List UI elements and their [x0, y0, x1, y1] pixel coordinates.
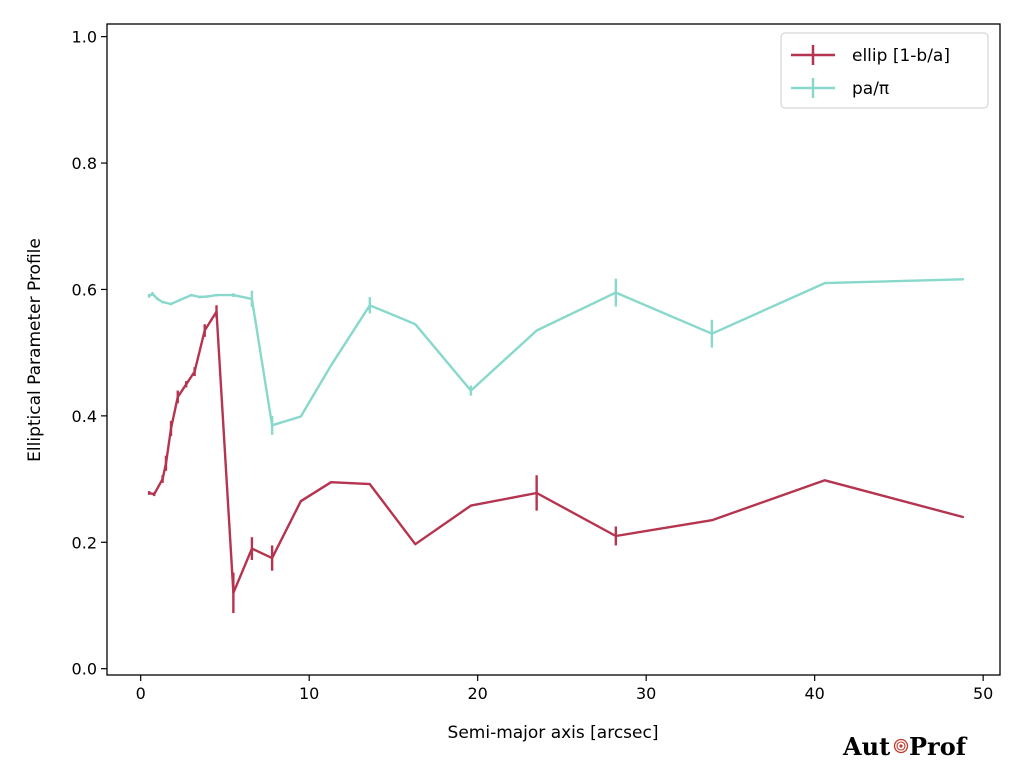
y-tick-label: 0.8 — [72, 154, 97, 173]
plot-area — [147, 278, 965, 614]
legend-label-ellip: ellip [1-b/a] — [852, 46, 950, 66]
legend-label-pa: pa/π — [852, 79, 889, 99]
x-tick-label: 40 — [804, 684, 824, 703]
series-line-1 — [147, 278, 965, 427]
axis-ticks: 0 10 20 30 40 50 0.0 0.2 0.4 0.6 0.8 1.0 — [72, 28, 994, 703]
x-tick-label: 20 — [467, 684, 487, 703]
y-tick-label: 0.0 — [72, 660, 97, 679]
x-axis-label: Semi-major axis [arcsec] — [448, 723, 659, 743]
y-tick-label: 1.0 — [72, 28, 97, 47]
logo-text-left: Aut — [842, 732, 890, 761]
x-tick-label: 30 — [636, 684, 656, 703]
x-tick-label: 0 — [136, 684, 146, 703]
y-tick-label: 0.4 — [72, 407, 97, 426]
y-tick-label: 0.6 — [72, 280, 97, 299]
x-tick-label: 50 — [973, 684, 993, 703]
autoprof-logo: Aut Prof — [842, 732, 968, 761]
x-tick-label: 10 — [299, 684, 319, 703]
axes-frame — [106, 23, 1001, 676]
y-tick-label: 0.2 — [72, 533, 97, 552]
y-axis-label: Elliptical Parameter Profile — [25, 238, 45, 462]
legend: ellip [1-b/a] pa/π — [780, 32, 989, 109]
logo-spiral-icon — [893, 738, 909, 754]
logo-text-right: Prof — [909, 732, 968, 761]
